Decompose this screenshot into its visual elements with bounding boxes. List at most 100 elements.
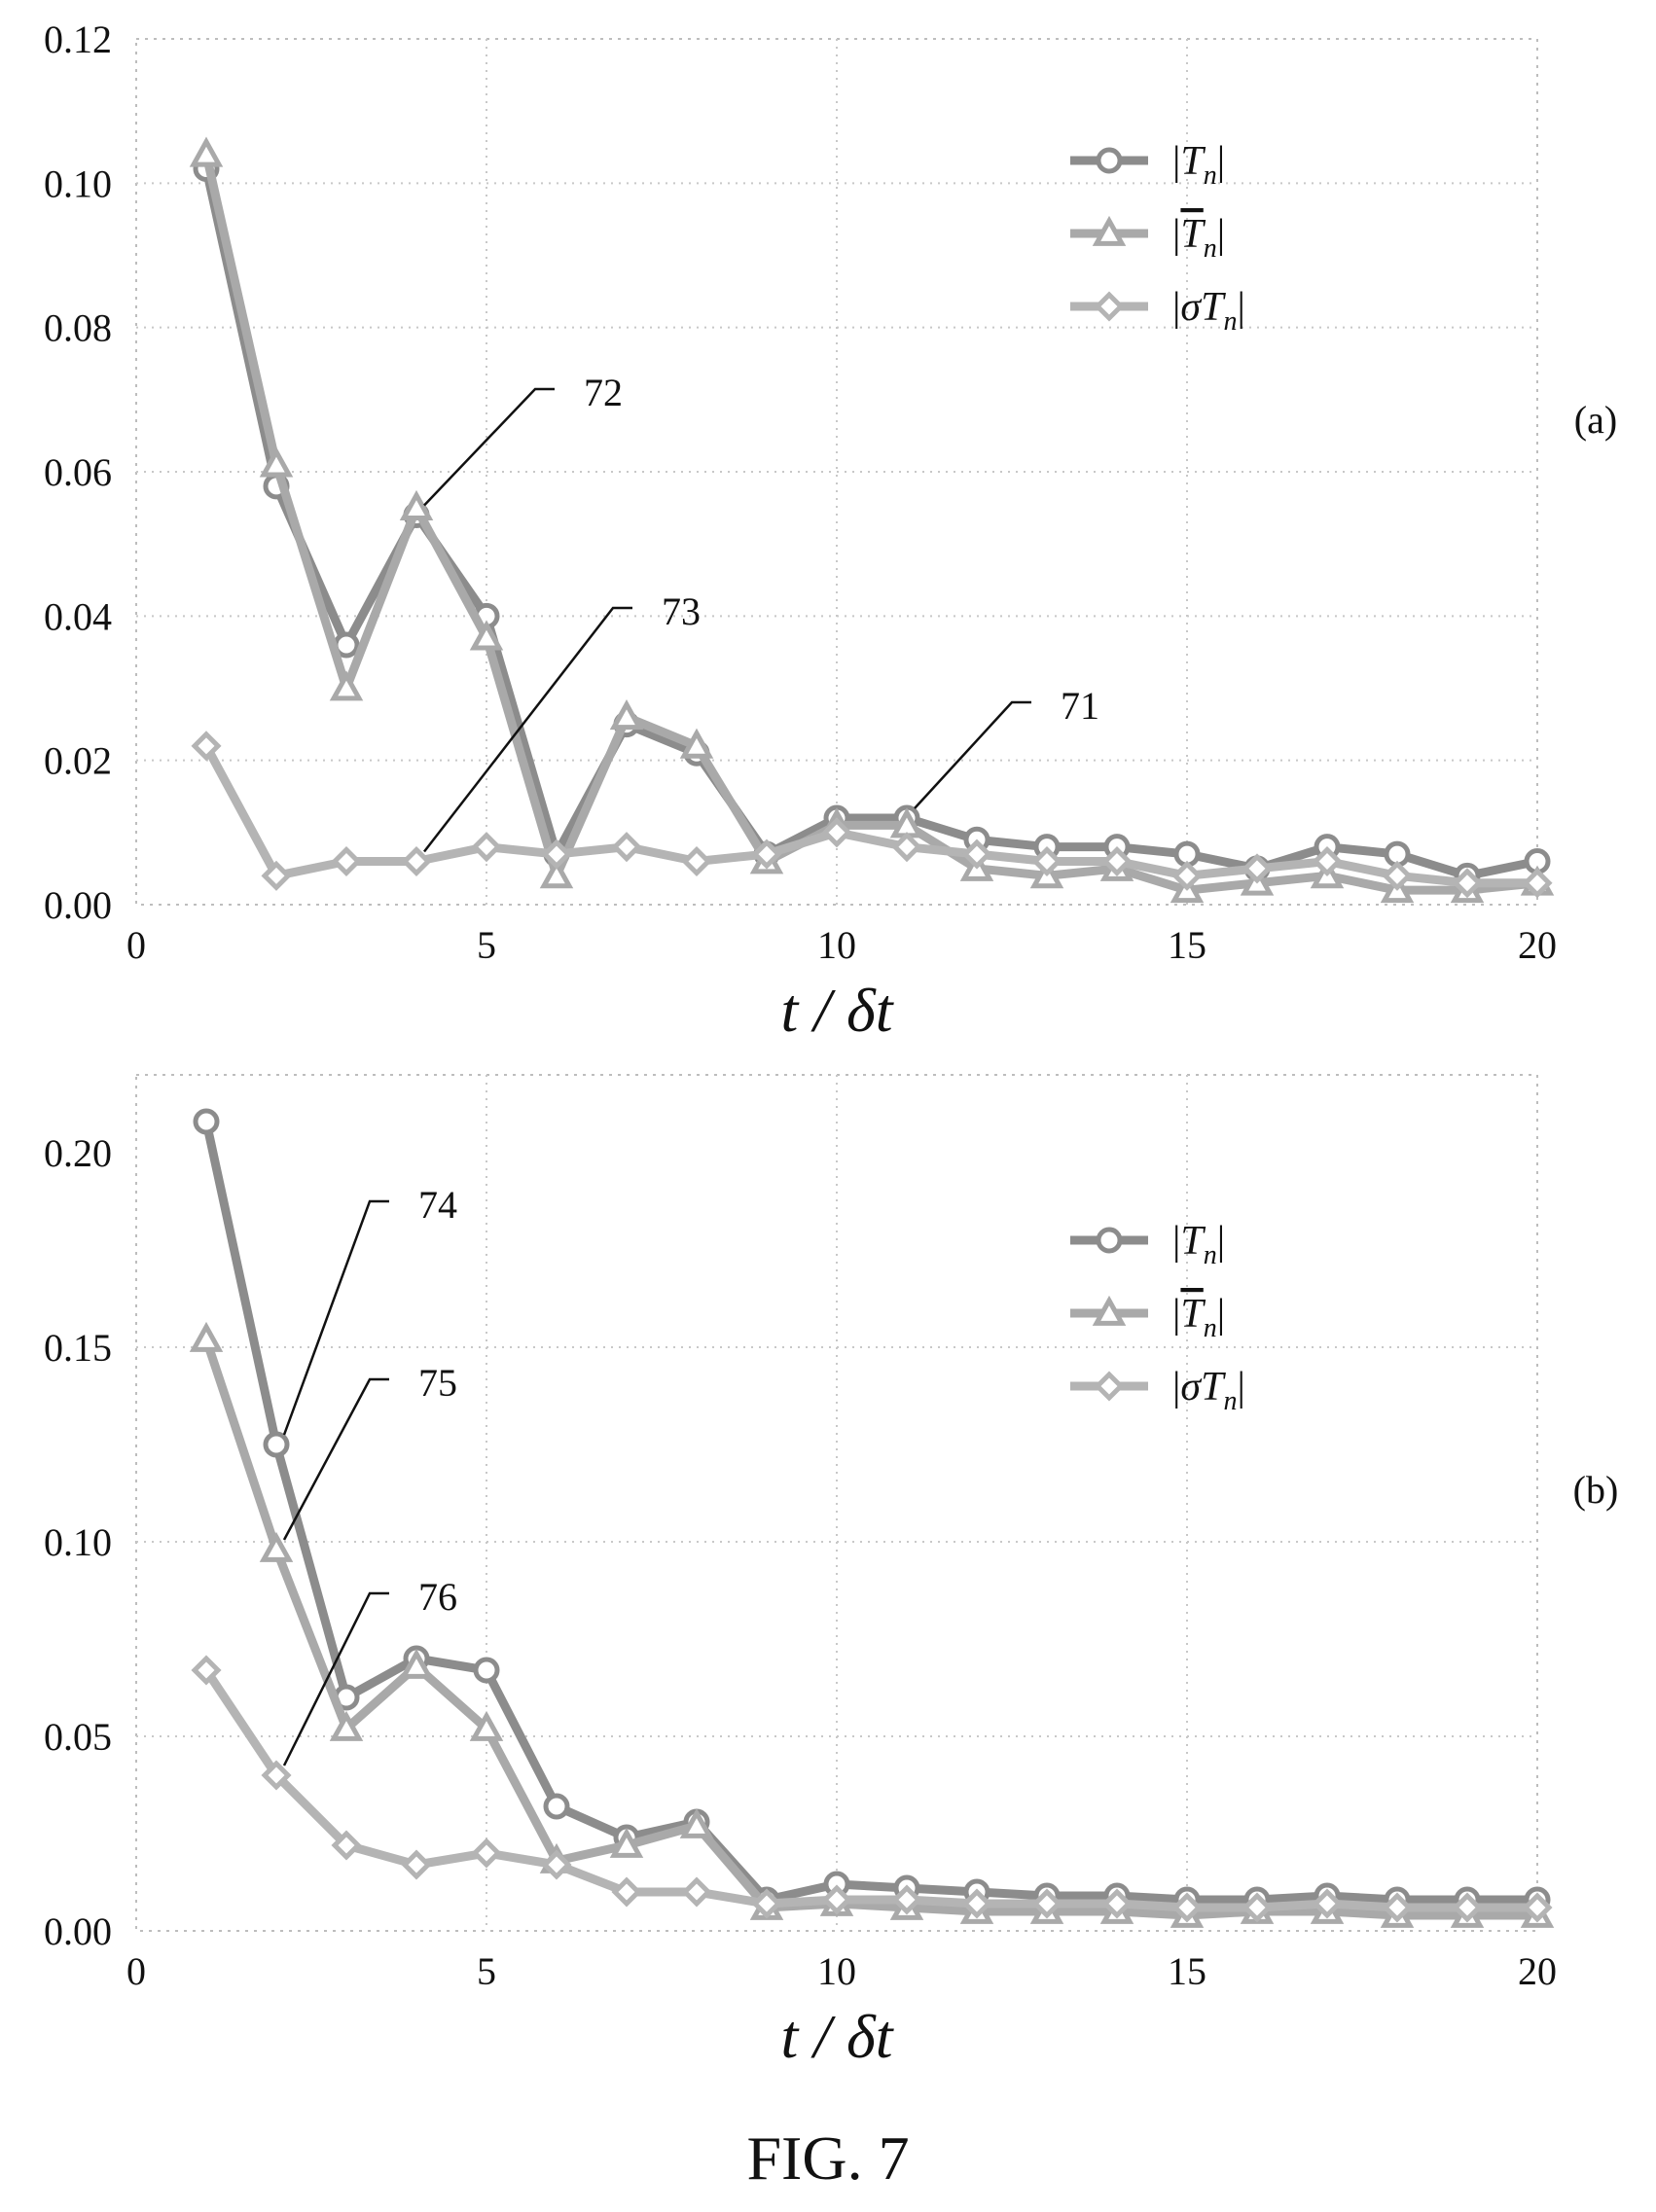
- legend-entry: |Tn|: [1070, 139, 1225, 191]
- data-point: [331, 1830, 362, 1861]
- data-point: [679, 1807, 714, 1838]
- data-point: [1101, 845, 1133, 877]
- data-point: [1171, 860, 1203, 891]
- callout-leader: [282, 1199, 389, 1436]
- legend-swatch-marker: [1096, 147, 1123, 174]
- data-point: [609, 699, 644, 731]
- legend-entry: |Tn|: [1070, 1292, 1225, 1343]
- callout-label: 73: [662, 589, 701, 633]
- data-point: [821, 1884, 852, 1915]
- legend-entry: |σTn|: [1070, 285, 1245, 337]
- data-point: [1242, 1892, 1273, 1923]
- data-point: [961, 1888, 992, 1919]
- y-tick-label: 0.05: [44, 1715, 112, 1759]
- y-tick-label: 0.10: [44, 161, 112, 205]
- y-tick-label: 0.06: [44, 450, 112, 494]
- data-point: [751, 1888, 782, 1919]
- x-axis-label: t / δt: [780, 2002, 894, 2071]
- data-point: [1312, 845, 1343, 877]
- data-point: [1522, 868, 1553, 899]
- data-point: [679, 728, 714, 759]
- data-point: [329, 670, 364, 701]
- legend-swatch-marker: [1096, 1227, 1123, 1254]
- panel-tag: (b): [1573, 1468, 1619, 1512]
- data-point: [1031, 1888, 1062, 1919]
- data-point: [821, 817, 852, 848]
- legend-swatch-marker: [1094, 291, 1125, 322]
- legend-label: |Tn|: [1172, 212, 1225, 264]
- data-point: [541, 838, 572, 870]
- y-tick-label: 0.15: [44, 1326, 112, 1370]
- y-tick-label: 0.12: [44, 18, 112, 61]
- legend-entry: |Tn|: [1070, 212, 1225, 264]
- panel-tag: (a): [1574, 398, 1617, 442]
- x-tick-label: 0: [126, 923, 146, 967]
- data-point: [1171, 1892, 1203, 1923]
- data-point: [469, 1710, 504, 1741]
- legend-label: |Tn|: [1172, 1219, 1225, 1270]
- series-line: [201, 1117, 1542, 1905]
- legend-label: |σTn|: [1172, 285, 1245, 337]
- data-point: [401, 845, 432, 877]
- data-point: [1312, 1888, 1343, 1919]
- data-point: [891, 1884, 922, 1915]
- callout-leader: [423, 387, 555, 507]
- y-tick-label: 0.10: [44, 1520, 112, 1564]
- data-point: [611, 1876, 642, 1908]
- data-point: [471, 1837, 502, 1869]
- x-tick-label: 5: [477, 923, 496, 967]
- data-point: [541, 1849, 572, 1880]
- data-point: [471, 832, 502, 863]
- data-point: [543, 1793, 570, 1820]
- x-tick-label: 20: [1518, 923, 1557, 967]
- chart-panel-b: 0.00 0.05 0.10 0.15 0.20 0 5 10 15 20 t / δt (b) |Tn…: [44, 1074, 1619, 2071]
- data-point: [1522, 1892, 1553, 1923]
- data-point: [473, 1657, 500, 1684]
- data-point: [189, 1321, 224, 1352]
- chart-panel-a: 0.00 0.02 0.04 0.06 0.08 0.10 0.12 0 5 10 15 20 t / …: [44, 18, 1617, 1045]
- x-tick-label: 20: [1518, 1949, 1557, 1993]
- y-tick-label: 0.02: [44, 739, 112, 783]
- data-point: [191, 731, 222, 762]
- legend-swatch-marker: [1092, 215, 1127, 246]
- callout-label: 74: [418, 1183, 457, 1227]
- data-point: [1382, 860, 1413, 891]
- data-point: [539, 858, 574, 889]
- legend-swatch-marker: [1094, 1371, 1125, 1402]
- y-tick-label: 0.20: [44, 1131, 112, 1175]
- series-line: [201, 1665, 1542, 1912]
- legend-swatch-marker: [1092, 1295, 1127, 1326]
- data-point: [1031, 845, 1062, 877]
- legend-label: |Tn|: [1172, 1292, 1225, 1343]
- data-point: [191, 1655, 222, 1686]
- callout-leader: [423, 606, 632, 853]
- legend-label: |σTn|: [1172, 1365, 1245, 1416]
- data-point: [401, 1849, 432, 1880]
- data-point: [1452, 868, 1483, 899]
- data-point: [609, 1827, 644, 1858]
- y-tick-label: 0.04: [44, 594, 112, 638]
- y-tick-label: 0.08: [44, 306, 112, 350]
- x-tick-label: 5: [477, 1949, 496, 1993]
- callout-leader: [282, 1377, 389, 1541]
- data-point: [263, 1431, 290, 1458]
- data-point: [1242, 853, 1273, 884]
- data-point: [399, 489, 434, 520]
- data-point: [961, 838, 992, 870]
- legend-entry: |σTn|: [1070, 1365, 1245, 1416]
- data-point: [1382, 1892, 1413, 1923]
- data-point: [1452, 1892, 1483, 1923]
- data-point: [469, 620, 504, 651]
- data-point: [751, 838, 782, 870]
- callout-label: 72: [584, 371, 623, 414]
- data-point: [189, 136, 224, 167]
- callout-leader: [282, 1591, 389, 1766]
- y-tick-label: 0.00: [44, 1909, 112, 1953]
- series-line: [201, 1335, 1542, 1920]
- x-tick-label: 15: [1168, 923, 1206, 967]
- x-tick-label: 15: [1168, 1949, 1206, 1993]
- figure-caption: FIG. 7: [746, 2123, 909, 2193]
- y-tick-label: 0.00: [44, 883, 112, 927]
- callout-label: 76: [418, 1575, 457, 1619]
